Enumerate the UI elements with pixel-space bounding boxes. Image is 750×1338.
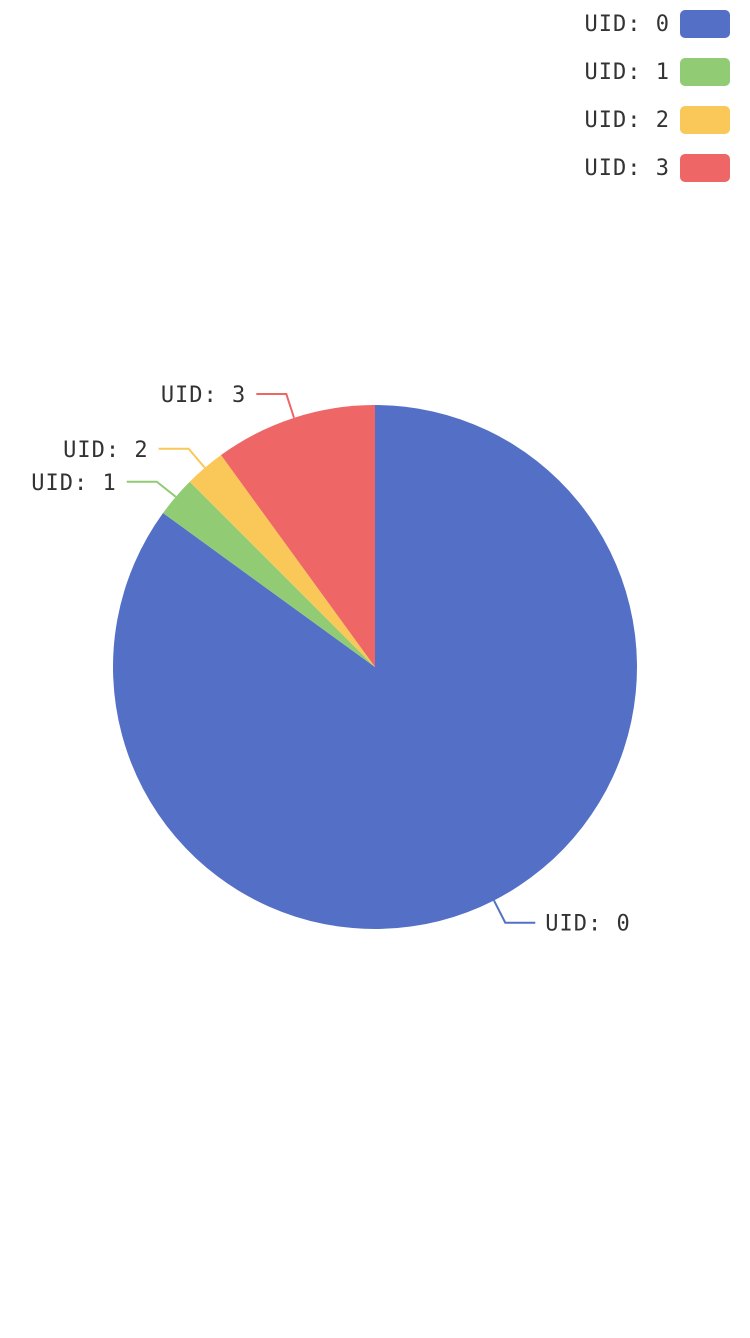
legend-swatch bbox=[680, 154, 730, 182]
legend-label: UID: 0 bbox=[584, 11, 670, 37]
legend-swatch bbox=[680, 106, 730, 134]
leader-line-0 bbox=[493, 899, 536, 924]
slice-label-1: UID: 1 bbox=[31, 471, 116, 496]
chart-legend: UID: 0 UID: 1 UID: 2 UID: 3 bbox=[585, 10, 730, 202]
legend-item-uid-2[interactable]: UID: 2 bbox=[585, 106, 730, 134]
pie-slices bbox=[112, 405, 637, 929]
leader-line-3 bbox=[256, 393, 295, 419]
legend-item-uid-1[interactable]: UID: 1 bbox=[585, 58, 730, 86]
legend-swatch bbox=[680, 10, 730, 38]
legend-label: UID: 2 bbox=[584, 107, 670, 133]
legend-item-uid-0[interactable]: UID: 0 bbox=[585, 10, 730, 38]
legend-label: UID: 1 bbox=[584, 59, 670, 85]
legend-swatch bbox=[680, 58, 730, 86]
pie-slice-2[interactable] bbox=[189, 455, 375, 667]
slice-label-0: UID: 0 bbox=[545, 912, 630, 937]
pie-slice-1[interactable] bbox=[163, 481, 375, 667]
pie-leader-lines bbox=[126, 393, 536, 924]
slice-label-3: UID: 3 bbox=[161, 383, 246, 408]
legend-label: UID: 3 bbox=[584, 155, 670, 181]
leader-line-2 bbox=[158, 447, 206, 469]
legend-item-uid-3[interactable]: UID: 3 bbox=[585, 154, 730, 182]
pie-slice-3[interactable] bbox=[221, 405, 375, 667]
slice-label-2: UID: 2 bbox=[63, 438, 148, 463]
leader-line-1 bbox=[126, 480, 177, 498]
pie-labels: UID: 0 UID: 1 UID: 2 UID: 3 bbox=[31, 383, 630, 937]
